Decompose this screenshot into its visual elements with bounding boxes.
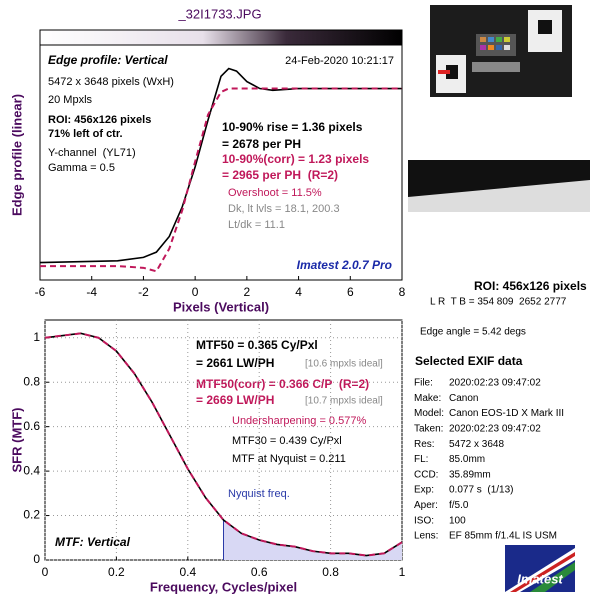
y-axis-label: Edge profile (linear) [9,94,24,216]
roi-label: ROI: 456x126 pixels [474,279,587,293]
top-annotations: Edge profile: Vertical 24-Feb-2020 10:21… [48,53,394,272]
annotation: Undersharpening = 0.577% [232,415,366,427]
thumbnail [430,5,572,97]
y-tick-label: 0.2 [23,508,40,522]
annotation: Y-channel (YL71) [48,147,136,159]
x-tick-label: 2 [244,285,251,299]
y-tick-label: 0.4 [23,463,40,477]
annotation: MTF50(corr) = 0.366 C/P (R=2) [196,377,369,391]
exif-value: 100 [449,515,466,526]
gradient-bar [39,29,403,46]
annotation: MTF at Nyquist = 0.211 [232,453,346,465]
series-line [40,87,402,273]
exif-key: Taken: [414,424,443,435]
roi-bounds: L R T B = 354 809 2652 2777 [430,297,567,308]
plot-area [39,29,403,281]
x-tick-label: 0.2 [108,565,125,579]
exif-value: 2020:02:23 09:47:02 [449,424,541,435]
exif-value: Canon [449,393,478,404]
annotation: 10-90%(corr) = 1.23 pixels [222,152,369,166]
x-tick-label: 8 [399,285,406,299]
roi-crop [408,160,590,212]
y-tick-label: 0 [33,552,40,566]
annotation: 71% left of ctr. [48,128,123,140]
annotation: 20 Mpxls [48,94,93,106]
nyquist-shade [223,520,402,560]
annotation: = 2661 LW/PH [196,356,274,370]
edge-angle: Edge angle = 5.42 degs [420,327,526,338]
annotation: 5472 x 3648 pixels (WxH) [48,76,174,88]
x-axis-label: Pixels (Vertical) [173,299,269,314]
exif-key: Res: [414,439,435,450]
exif-value: 85.0mm [449,454,485,465]
logo-text: Imatest [517,571,563,586]
annotation: [10.6 mpxls ideal] [305,359,383,370]
x-tick-label: 0.6 [251,565,268,579]
exif-key: FL: [414,454,428,465]
x-tick-label: -2 [138,285,149,299]
annotation: [10.7 mpxls ideal] [305,396,383,407]
exif-key: Model: [414,408,444,419]
annotation: Nyquist freq. [228,488,290,500]
annotation: Dk, lt lvls = 18.1, 200.3 [228,203,340,215]
y-axis-label: SFR (MTF) [9,408,24,473]
bottom-annotations: MTF50 = 0.365 Cy/Pxl = 2661 LW/PH [10.6 … [55,338,383,549]
y-tick-label: 0.8 [23,374,40,388]
exif-key: ISO: [414,515,434,526]
annotation: 10-90% rise = 1.36 pixels [222,120,363,134]
exif-title: Selected EXIF data [415,354,523,368]
exif-value: 5472 x 3648 [449,439,504,450]
x-tick-label: 0.4 [179,565,196,579]
annotation: MTF30 = 0.439 Cy/Pxl [232,435,342,447]
x-axis-label: Frequency, Cycles/pixel [150,579,297,594]
annotation: MTF: Vertical [55,535,131,549]
exif-value: f/5.0 [449,500,469,511]
annotation: Gamma = 0.5 [48,162,115,174]
x-tick-label: 1 [399,565,406,579]
exif-value: EF 85mm f/1.4L IS USM [449,531,557,542]
series-line [44,332,403,557]
side-panel: ROI: 456x126 pixels L R T B = 354 809 26… [414,279,587,592]
annotation: = 2678 per PH [222,137,301,151]
x-tick-label: 0 [192,285,199,299]
annotation: Imatest 2.0.7 Pro [297,258,392,272]
x-tick-label: 4 [295,285,302,299]
file-title: _32I1733.JPG [177,6,261,21]
exif-list: File: 2020:02:23 09:47:02 Make: Canon Model:… [414,378,564,542]
exif-key: CCD: [414,469,438,480]
x-tick-label: 0 [42,565,49,579]
y-tick-label: 0.6 [23,419,40,433]
exif-key: Aper: [414,500,438,511]
annotation: ROI: 456x126 pixels [48,114,151,126]
exif-value: 0.077 s (1/13) [449,485,513,496]
exif-key: Exp: [414,485,434,496]
logo: Imatest [505,545,575,592]
x-tick-label: 0.8 [322,565,339,579]
charts: -6 -4 -2 0 2 4 6 8 Pixels (Vertical) Edge profile… [9,29,406,594]
exif-value: 2020:02:23 09:47:02 [449,378,541,389]
y-tick-label: 1 [33,330,40,344]
x-tick-label: -6 [35,285,46,299]
exif-key: Lens: [414,531,438,542]
exif-key: File: [414,378,433,389]
annotation: Overshoot = 11.5% [228,187,322,199]
x-tick-label: -4 [86,285,97,299]
annotation: Lt/dk = 11.1 [228,219,285,231]
annotation: = 2669 LW/PH [196,393,274,407]
annotation: MTF50 = 0.365 Cy/Pxl [196,338,318,352]
x-tick-label: 6 [347,285,354,299]
exif-value: Canon EOS-1D X Mark III [449,408,564,419]
annotation: 24-Feb-2020 10:21:17 [285,55,394,67]
exif-key: Make: [414,393,441,404]
exif-value: 35.89mm [449,469,491,480]
annotation: Edge profile: Vertical [48,53,168,67]
annotation: = 2965 per PH (R=2) [222,168,338,182]
